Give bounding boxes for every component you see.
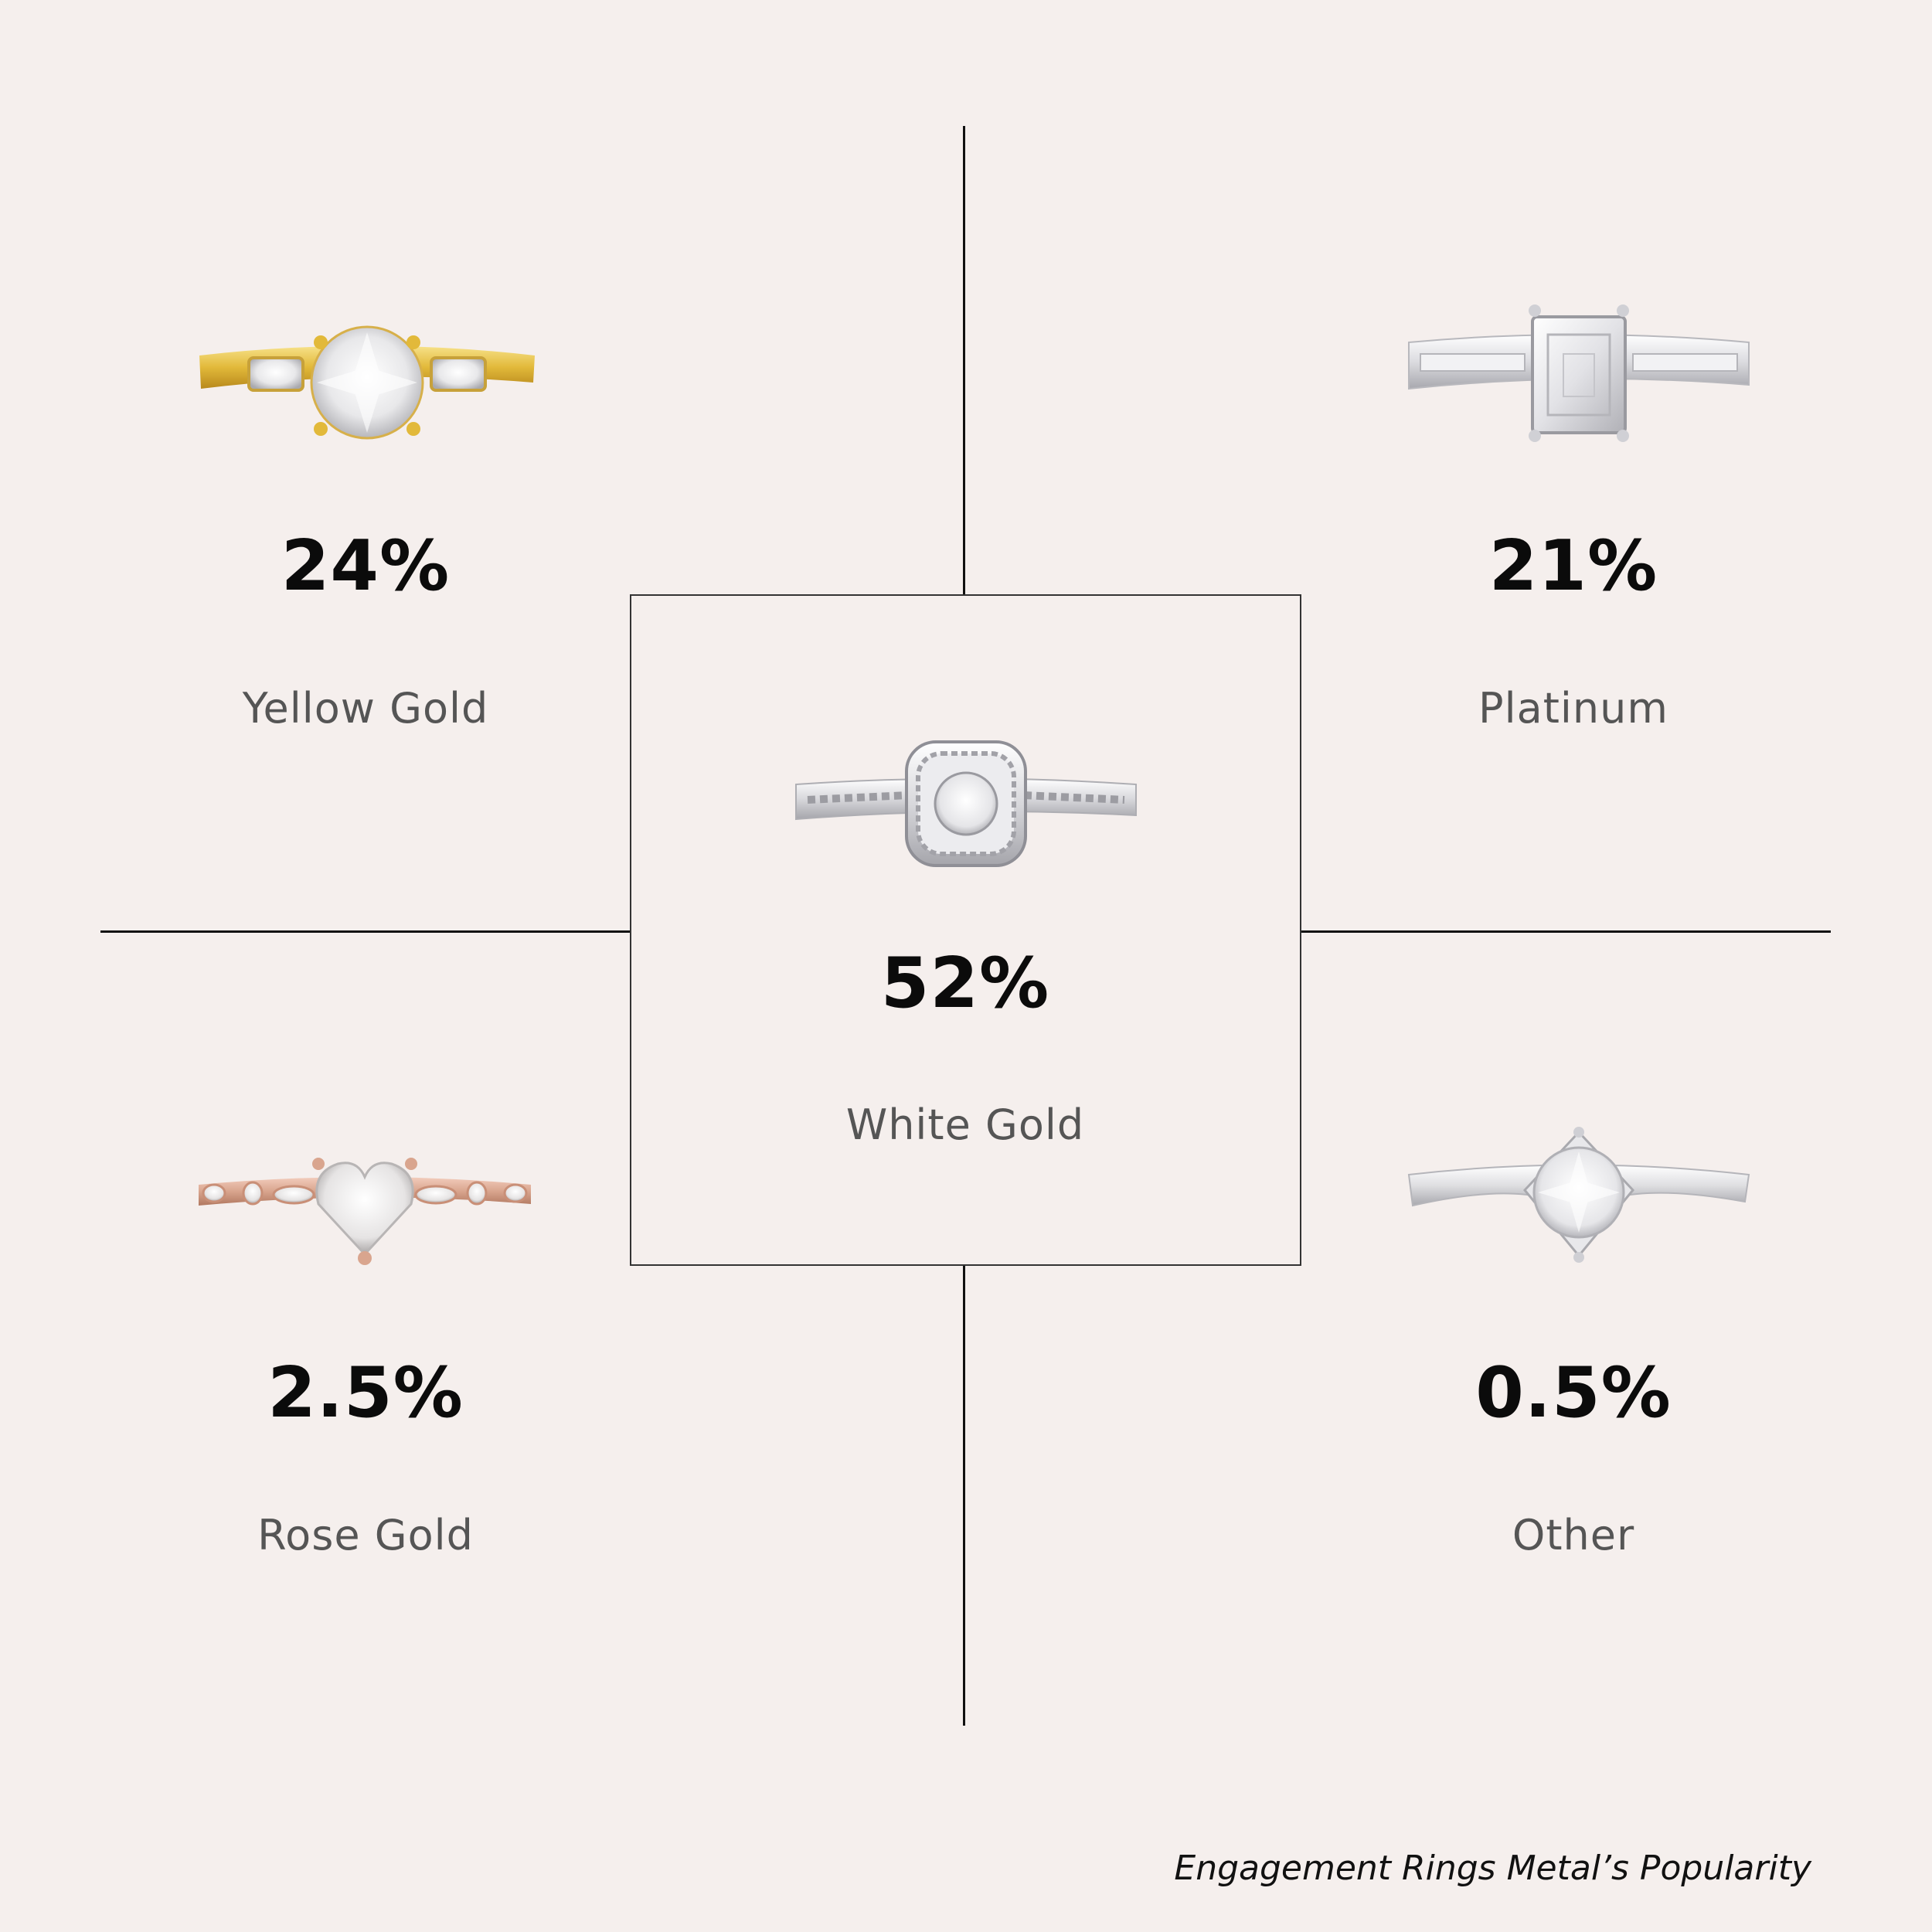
other-label: Other bbox=[1512, 1511, 1635, 1560]
platinum-ring-image bbox=[1408, 304, 1750, 442]
horizontal-divider-right bbox=[1301, 930, 1831, 933]
caption: Engagement Rings Metal’s Popularity bbox=[1174, 1849, 1811, 1888]
vertical-divider-top bbox=[963, 126, 965, 594]
white-gold-percent: 52% bbox=[880, 943, 1050, 1024]
rose-gold-percent: 2.5% bbox=[267, 1352, 464, 1434]
yellow-gold-percent: 24% bbox=[281, 526, 451, 607]
white-gold-label: White Gold bbox=[845, 1100, 1085, 1149]
white-gold-ring-image bbox=[795, 740, 1137, 867]
vertical-divider-bottom bbox=[963, 1266, 965, 1726]
rose-gold-ring-image bbox=[199, 1158, 531, 1265]
yellow-gold-ring-image bbox=[199, 325, 535, 440]
horizontal-divider-left bbox=[100, 930, 630, 933]
white-gold-highlight-box bbox=[630, 594, 1301, 1266]
yellow-gold-label: Yellow Gold bbox=[242, 684, 489, 733]
rose-gold-label: Rose Gold bbox=[257, 1511, 474, 1560]
platinum-percent: 21% bbox=[1488, 526, 1658, 607]
other-ring-image bbox=[1407, 1127, 1750, 1263]
platinum-label: Platinum bbox=[1478, 684, 1668, 733]
other-percent: 0.5% bbox=[1475, 1352, 1672, 1434]
